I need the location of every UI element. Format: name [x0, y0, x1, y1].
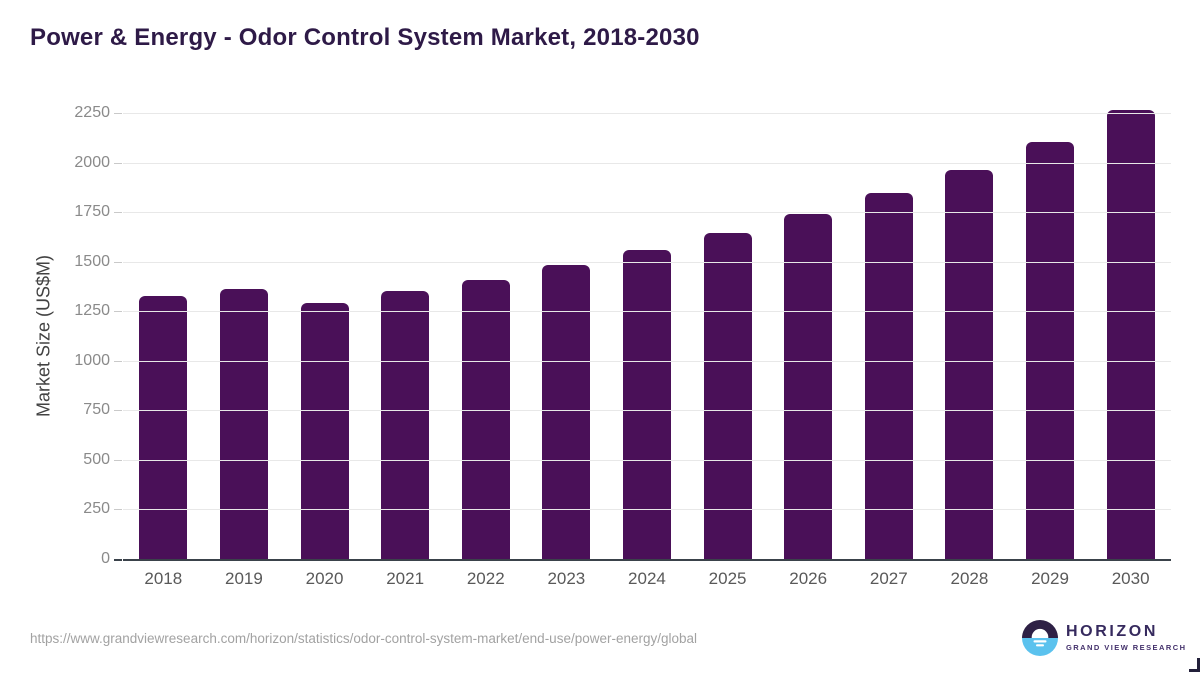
x-tick-label-2030: 2030 [1111, 569, 1150, 588]
y-tick-250 [114, 509, 122, 511]
bar-slot-2027 [848, 113, 929, 559]
gridline-1000 [123, 360, 1171, 362]
bar-slot-2018 [123, 113, 204, 559]
bar-2028[interactable] [945, 169, 994, 559]
y-tick-label-0: 0 [101, 550, 110, 567]
gridline-500 [123, 459, 1171, 461]
gridline-750 [123, 410, 1171, 412]
bar-2030[interactable] [1106, 110, 1155, 559]
y-tick-label-2000: 2000 [74, 153, 110, 171]
bar-slot-2028 [929, 113, 1010, 559]
x-tick-label-2018: 2018 [144, 569, 183, 588]
y-tick-0 [114, 559, 122, 561]
bar-slot-2026 [768, 113, 849, 559]
bar-2029[interactable] [1026, 141, 1074, 559]
y-tick-2250 [114, 113, 122, 114]
x-tick-label-2021: 2021 [386, 569, 425, 588]
bar-2023[interactable] [542, 264, 591, 559]
bar-2027[interactable] [864, 193, 913, 559]
bar-2025[interactable] [703, 232, 752, 559]
bars-row [123, 110, 1171, 559]
logo-text-block: HORIZON GRAND VIEW RESEARCH [1066, 624, 1186, 652]
source-url: https://www.grandviewresearch.com/horizo… [30, 631, 698, 646]
bar-slot-2025 [687, 113, 768, 559]
gridline-2250 [123, 113, 1171, 114]
y-tick-label-250: 250 [83, 500, 110, 518]
y-tick-label-2250: 2250 [74, 104, 110, 121]
bar-2024[interactable] [622, 249, 671, 559]
x-tick-label-2028: 2028 [950, 569, 989, 588]
x-tick-label-2026: 2026 [789, 569, 828, 588]
logo-name: HORIZON [1066, 623, 1158, 641]
gridline-1500 [123, 261, 1171, 263]
gridline-250 [123, 509, 1171, 511]
bar-slot-2022 [445, 113, 526, 559]
bar-slot-2019 [204, 113, 285, 559]
y-tick-500 [114, 459, 122, 461]
y-tick-label-1250: 1250 [74, 302, 110, 320]
x-tick-label-2022: 2022 [466, 569, 505, 588]
y-tick-label-500: 500 [83, 450, 110, 468]
bar-2021[interactable] [381, 291, 430, 559]
bar-slot-2020 [284, 113, 365, 559]
bar-2019[interactable] [219, 289, 268, 559]
plot-area: Market Size (US$M) 2018 2019 2020 2021 2022 2… [34, 104, 1171, 588]
y-tick-1500 [114, 261, 122, 263]
gridline-1250 [123, 311, 1171, 313]
x-tick-label-2027: 2027 [869, 569, 908, 588]
x-tick-label-2023: 2023 [547, 569, 586, 588]
y-tick-2000 [114, 162, 122, 164]
x-tick-label-2029: 2029 [1031, 569, 1069, 588]
corner-mark [1189, 658, 1200, 672]
x-tick-label-2025: 2025 [708, 569, 747, 588]
horizon-sun-icon [1022, 620, 1058, 656]
horizon-logo: HORIZON GRAND VIEW RESEARCH [1022, 620, 1186, 656]
x-tick-label-2024: 2024 [628, 569, 666, 588]
y-tick-label-750: 750 [83, 401, 110, 419]
gridline-2000 [123, 162, 1171, 164]
chart-title: Power & Energy - Odor Control System Mar… [30, 24, 700, 51]
bar-slot-2021 [365, 113, 446, 559]
bar-2020[interactable] [300, 303, 349, 559]
y-tick-1000 [114, 360, 122, 362]
y-tick-label-1500: 1500 [74, 252, 110, 270]
y-tick-1250 [114, 311, 122, 313]
x-tick-label-2019: 2019 [225, 569, 263, 588]
xlabels-row: 2018 2019 2020 2021 2022 2023 2024 2025 2026 2027… [123, 569, 1171, 589]
bar-slot-2029 [1010, 113, 1091, 559]
logo-tagline: GRAND VIEW RESEARCH [1066, 643, 1187, 653]
y-tick-1750 [114, 212, 122, 214]
x-tick-label-2020: 2020 [305, 569, 344, 588]
bar-2022[interactable] [461, 279, 510, 559]
bar-slot-2024 [607, 113, 688, 559]
gridline-1750 [123, 212, 1171, 214]
y-tick-label-1000: 1000 [74, 351, 110, 369]
y-axis-label: Market Size (US$M) [33, 254, 54, 418]
bar-2026[interactable] [784, 214, 833, 559]
bar-2018[interactable] [139, 296, 188, 559]
bar-slot-2030 [1090, 110, 1171, 559]
bar-slot-2023 [526, 113, 607, 559]
y-tick-label-1750: 1750 [74, 203, 110, 221]
y-tick-750 [114, 410, 122, 412]
